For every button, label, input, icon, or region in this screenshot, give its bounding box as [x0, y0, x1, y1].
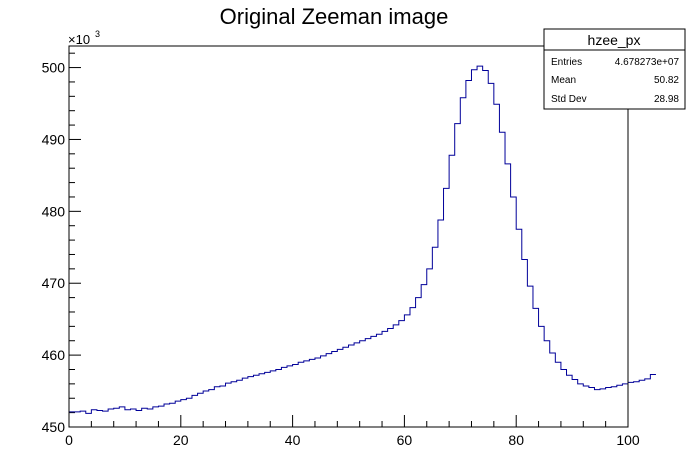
y-multiplier-base: ×10 [68, 32, 90, 47]
histogram-series [69, 65, 656, 414]
stats-stddev-label: Std Dev [551, 94, 587, 105]
y-tick-label: 470 [42, 275, 66, 291]
x-tick-label: 100 [616, 432, 640, 448]
x-tick-label: 40 [285, 432, 301, 448]
y-tick-label: 460 [42, 347, 66, 363]
axis-ticks: 0 20 40 60 80 100 450 460 470 480 490 500 [42, 52, 640, 448]
x-tick-label: 80 [508, 432, 524, 448]
x-tick-label: 20 [173, 432, 189, 448]
plot-frame [68, 45, 629, 428]
stats-entries-value: 4.678273e+07 [615, 57, 680, 68]
chart-title: Original Zeeman image [220, 4, 449, 29]
stats-title: hzee_px [588, 32, 641, 48]
stats-mean-value: 50.82 [654, 75, 679, 86]
stats-stddev-value: 28.98 [654, 94, 679, 105]
y-multiplier-exponent: 3 [95, 29, 100, 39]
y-axis-multiplier: ×10 3 [68, 29, 100, 47]
stats-entries-label: Entries [551, 57, 582, 68]
stats-box: hzee_px Entries 4.678273e+07 Mean 50.82 … [543, 28, 686, 110]
x-tick-label: 0 [65, 432, 73, 448]
stats-box-frame [543, 28, 686, 110]
y-tick-label: 450 [42, 419, 66, 435]
y-tick-label: 480 [42, 203, 66, 219]
x-tick-label: 60 [397, 432, 413, 448]
y-tick-label: 500 [42, 60, 66, 76]
y-tick-label: 490 [42, 131, 66, 147]
stats-mean-label: Mean [551, 75, 576, 86]
